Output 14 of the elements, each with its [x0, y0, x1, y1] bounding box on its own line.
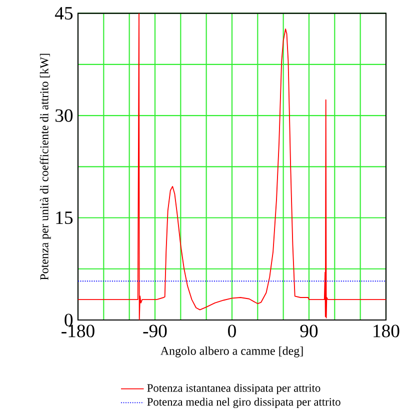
y-tick-label: 0 [64, 314, 73, 326]
x-axis-title: Angolo albero a camme [deg] [160, 346, 303, 358]
x-tick-label: 180 [374, 324, 400, 338]
x-tick-label: 90 [300, 324, 318, 338]
legend-label: Potenza media nel giro dissipata per attrito [147, 398, 340, 408]
y-tick-label: 15 [56, 212, 73, 224]
legend-label: Potenza istantanea dissipata per attrito [147, 384, 320, 394]
y-tick-label: 45 [54, 7, 73, 20]
y-tick-label: 30 [56, 109, 73, 122]
y-axis-title: Potenza per unità di coefficiente di attrito [kW] [40, 54, 51, 280]
x-tick-label: -180 [62, 324, 94, 338]
line-series [78, 13, 386, 320]
x-tick-label: 0 [228, 324, 236, 338]
x-tick-label: -90 [143, 324, 167, 338]
